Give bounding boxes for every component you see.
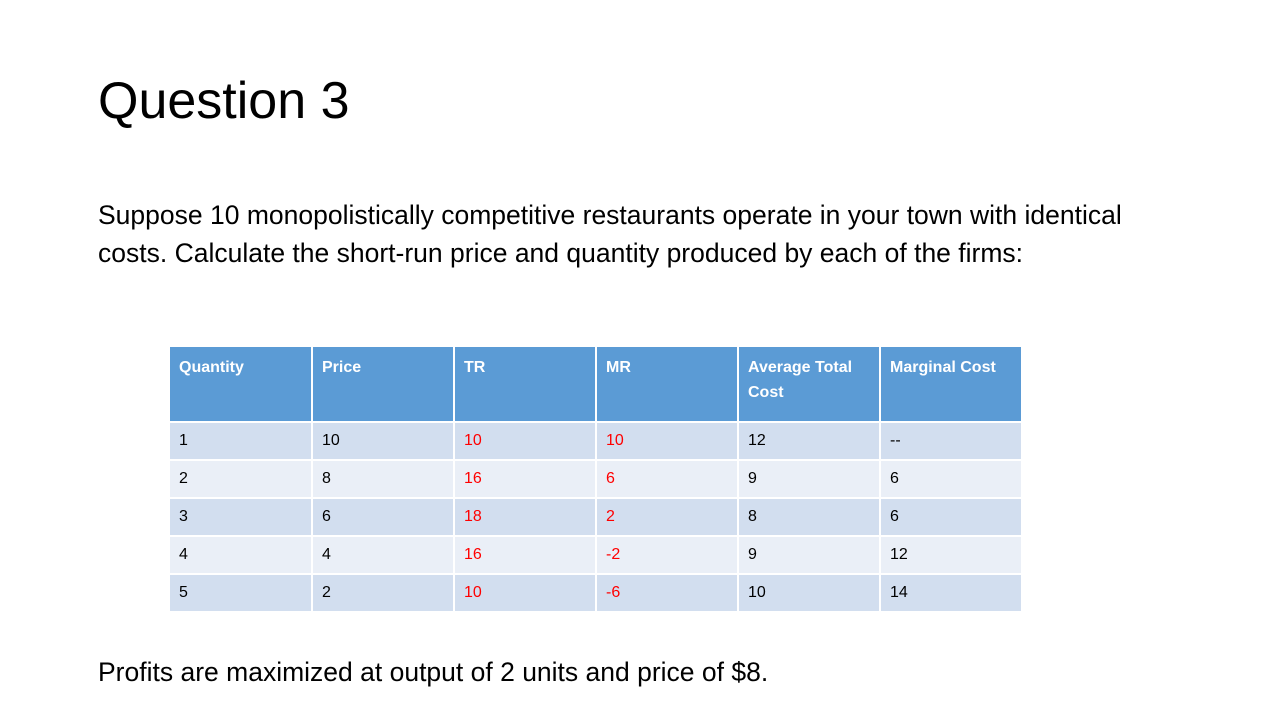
header-price: Price — [312, 347, 455, 423]
cell-tr: 10 — [454, 574, 597, 613]
cell-mc: 14 — [880, 574, 1023, 613]
cell-quantity: 2 — [170, 460, 313, 499]
table-header-row: Quantity Price TR MR Average Total Cost … — [170, 347, 1023, 423]
cell-quantity: 5 — [170, 574, 313, 613]
cell-atc: 12 — [738, 422, 881, 461]
cell-mr: 6 — [596, 460, 739, 499]
question-text: Suppose 10 monopolistically competitive … — [98, 200, 1122, 268]
cell-atc: 9 — [738, 460, 881, 499]
table-row: 1 10 10 10 12 -- — [170, 422, 1023, 461]
cell-price: 8 — [312, 460, 455, 499]
table-row: 2 8 16 6 9 6 — [170, 460, 1023, 499]
cell-tr: 10 — [454, 422, 597, 461]
header-average-total-cost: Average Total Cost — [738, 347, 881, 423]
cell-price: 6 — [312, 498, 455, 537]
cell-mc: 6 — [880, 460, 1023, 499]
cell-atc: 8 — [738, 498, 881, 537]
cell-atc: 10 — [738, 574, 881, 613]
cell-tr: 18 — [454, 498, 597, 537]
cell-tr: 16 — [454, 460, 597, 499]
cell-mr: -2 — [596, 536, 739, 575]
cell-quantity: 1 — [170, 422, 313, 461]
cell-price: 2 — [312, 574, 455, 613]
cell-mr: -6 — [596, 574, 739, 613]
cell-price: 4 — [312, 536, 455, 575]
table-row: 3 6 18 2 8 6 — [170, 498, 1023, 537]
table-row: 4 4 16 -2 9 12 — [170, 536, 1023, 575]
header-tr: TR — [454, 347, 597, 423]
cell-mr: 10 — [596, 422, 739, 461]
cell-price: 10 — [312, 422, 455, 461]
cell-mc: 6 — [880, 498, 1023, 537]
header-marginal-cost: Marginal Cost — [880, 347, 1023, 423]
cell-atc: 9 — [738, 536, 881, 575]
slide-title: Question 3 — [98, 72, 350, 130]
cell-quantity: 3 — [170, 498, 313, 537]
cell-mc: -- — [880, 422, 1023, 461]
cell-quantity: 4 — [170, 536, 313, 575]
conclusion-text: Profits are maximized at output of 2 uni… — [98, 657, 769, 687]
table-row: 5 2 10 -6 10 14 — [170, 574, 1023, 613]
cell-mr: 2 — [596, 498, 739, 537]
cost-revenue-table: Quantity Price TR MR Average Total Cost … — [170, 347, 1023, 613]
cell-tr: 16 — [454, 536, 597, 575]
header-quantity: Quantity — [170, 347, 313, 423]
header-mr: MR — [596, 347, 739, 423]
cell-mc: 12 — [880, 536, 1023, 575]
